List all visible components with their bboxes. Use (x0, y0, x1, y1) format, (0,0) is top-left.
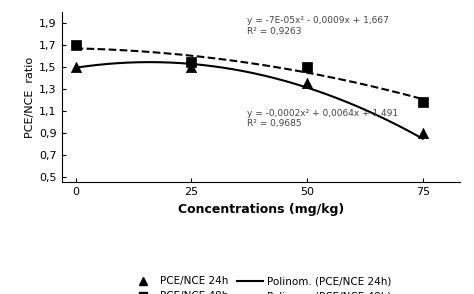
Point (187, 60, 195, 65)
Point (72, 42, 79, 47)
Text: y = -0,0002x² + 0,0064x + 1,491
R² = 0,9685: y = -0,0002x² + 0,0064x + 1,491 R² = 0,9… (247, 108, 398, 128)
Point (303, 64, 311, 69)
Text: y = -7E-05x² - 0,0009x + 1,667
R² = 0,9263: y = -7E-05x² - 0,0009x + 1,667 R² = 0,92… (247, 16, 389, 36)
Point (419, 100, 427, 104)
Point (72, 64, 79, 69)
X-axis label: Concentrations (mg/kg): Concentrations (mg/kg) (178, 203, 344, 216)
Point (419, 131, 427, 135)
Point (303, 81, 311, 86)
Point (187, 64, 195, 69)
Legend: PCE/NCE 24h, PCE/NCE 48h, Polinom. (PCE/NCE 24h), Polinom. (PCE/NCE 48h): PCE/NCE 24h, PCE/NCE 48h, Polinom. (PCE/… (130, 276, 392, 294)
Y-axis label: PCE/NCE  ratio: PCE/NCE ratio (25, 56, 35, 138)
